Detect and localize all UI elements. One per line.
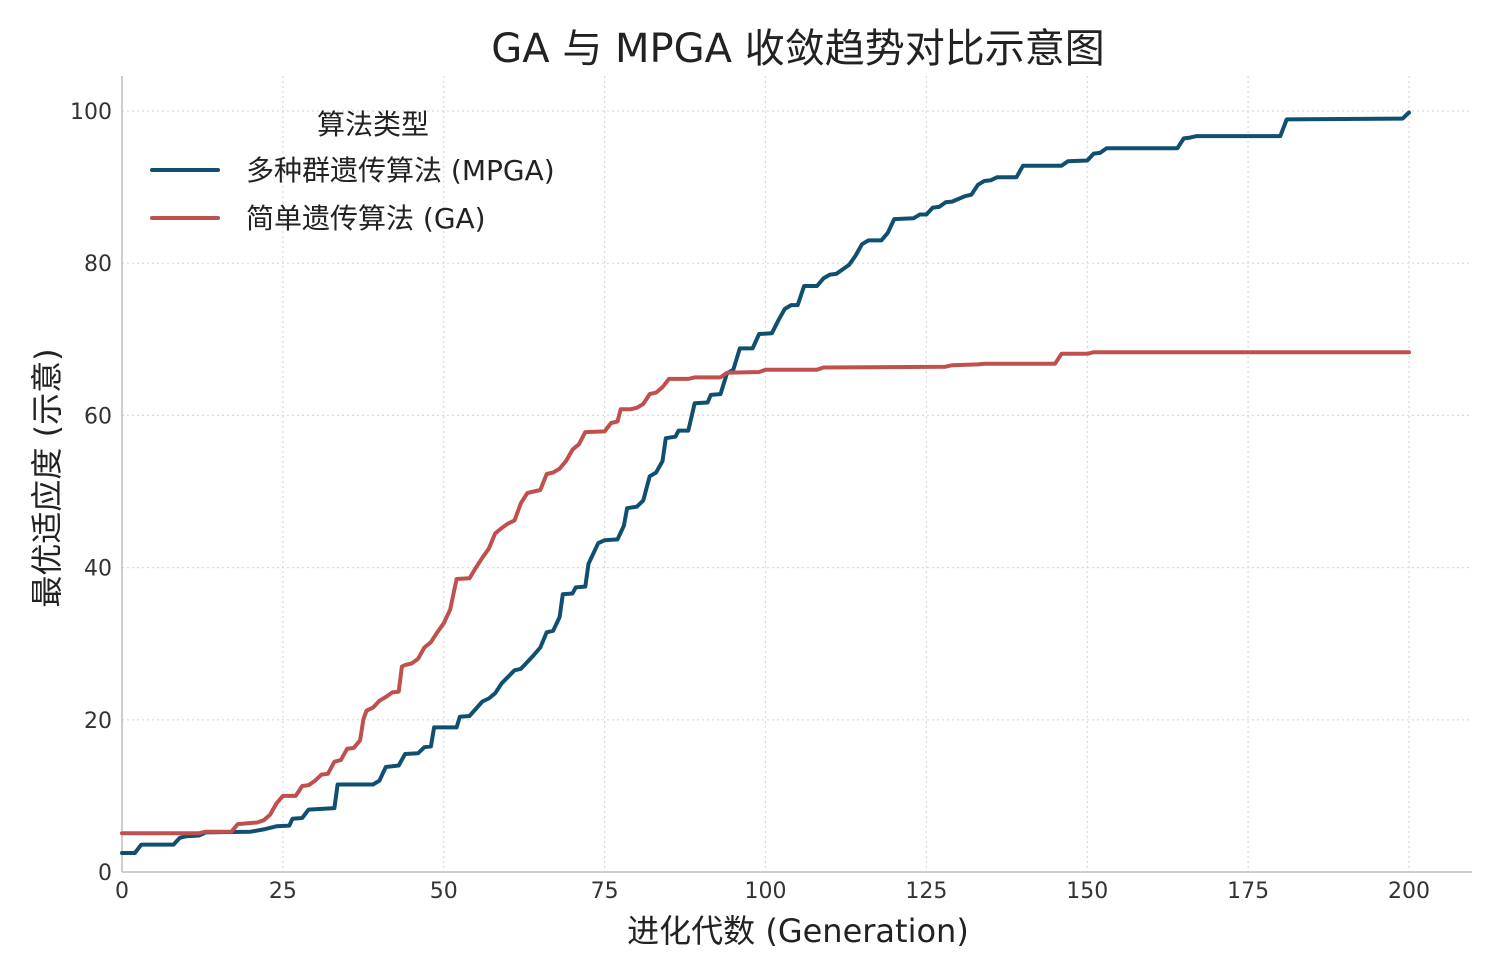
axes bbox=[121, 76, 1472, 873]
y-tick-label: 80 bbox=[84, 252, 112, 277]
x-tick-label: 150 bbox=[1066, 879, 1108, 904]
x-axis-title: 进化代数 (Generation) bbox=[627, 912, 969, 950]
grid-lines bbox=[121, 76, 1472, 873]
series-lines bbox=[120, 110, 1411, 855]
x-tick-label: 125 bbox=[905, 879, 947, 904]
y-tick-label: 60 bbox=[84, 404, 112, 429]
tick-labels: 0 25 50 75 100 125 150 175 200 0 20 40 60 80 100 bbox=[70, 100, 1430, 904]
legend-title: 算法类型 bbox=[317, 108, 429, 141]
series-line-mpga bbox=[120, 110, 1411, 855]
legend: 算法类型 多种群遗传算法 (MPGA) 简单遗传算法 (GA) bbox=[150, 108, 555, 235]
series-line-ga bbox=[120, 350, 1411, 836]
y-tick-label: 20 bbox=[84, 709, 112, 734]
x-tick-label: 50 bbox=[430, 879, 458, 904]
y-tick-label: 0 bbox=[98, 861, 112, 886]
x-tick-label: 200 bbox=[1388, 879, 1430, 904]
y-axis-title: 最优适应度 (示意) bbox=[28, 348, 66, 607]
x-tick-label: 0 bbox=[115, 879, 129, 904]
x-tick-label: 100 bbox=[745, 879, 787, 904]
x-tick-label: 175 bbox=[1227, 879, 1269, 904]
chart-title: GA 与 MPGA 收敛趋势对比示意图 bbox=[491, 26, 1105, 72]
legend-label: 多种群遗传算法 (MPGA) bbox=[246, 154, 555, 187]
legend-items: 多种群遗传算法 (MPGA) 简单遗传算法 (GA) bbox=[150, 154, 555, 235]
y-tick-label: 40 bbox=[84, 557, 112, 582]
y-tick-label: 100 bbox=[70, 100, 112, 125]
legend-label: 简单遗传算法 (GA) bbox=[246, 202, 486, 235]
x-tick-label: 25 bbox=[269, 879, 297, 904]
x-tick-label: 75 bbox=[591, 879, 619, 904]
